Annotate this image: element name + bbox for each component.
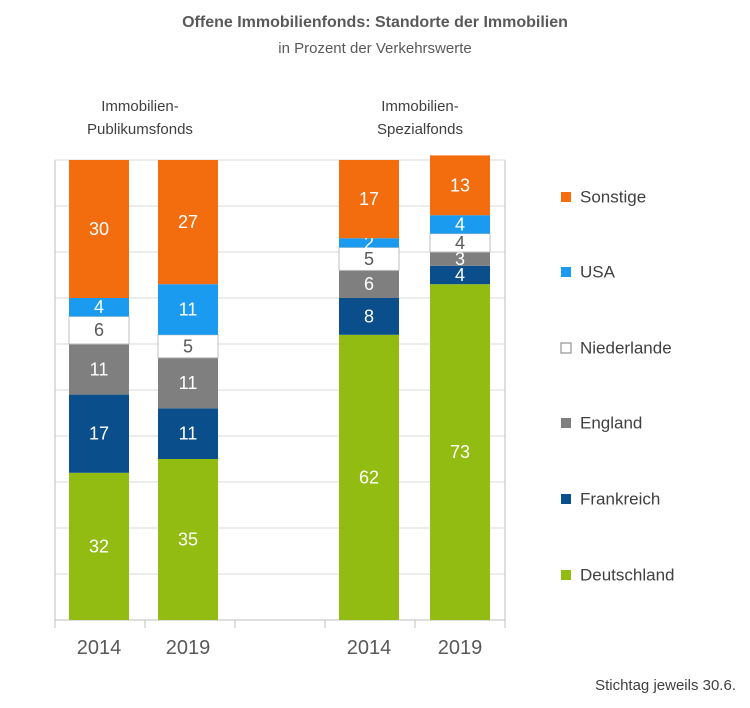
data-label: 35: [178, 530, 198, 550]
bar-segment-sonstige: [69, 160, 129, 298]
bar-segment-deutschland: [430, 284, 490, 620]
bar-segment-usa: [430, 215, 490, 234]
legend-swatch-england: [561, 418, 571, 428]
legend-entry-usa: USA: [580, 263, 616, 282]
bar-segment-sonstige: [430, 155, 490, 216]
chart-title: Offene Immobilienfonds: Standorte der Im…: [182, 14, 568, 31]
data-label: 4: [94, 297, 104, 317]
bar-segment-deutschland: [158, 459, 218, 620]
data-label: 4: [455, 265, 465, 285]
group-label-line: Immobilien-: [381, 98, 459, 115]
legend-entry-frankreich: Frankreich: [580, 490, 660, 509]
data-label: 5: [183, 336, 193, 356]
data-label: 4: [455, 233, 465, 253]
data-label: 11: [179, 300, 198, 320]
bar-segment-frankreich: [158, 408, 218, 459]
group-label-line: Publikumsfonds: [87, 121, 193, 138]
data-label: 17: [89, 424, 109, 444]
x-tick-label: 2014: [77, 637, 122, 659]
group-label-spezialfonds: Immobilien- Spezialfonds: [300, 95, 540, 141]
data-label: 11: [179, 424, 198, 444]
data-label: 30: [89, 219, 109, 239]
data-label: 2: [364, 233, 374, 253]
group-label-publikumsfonds: Immobilien- Publikumsfonds: [20, 95, 260, 141]
legend-swatch-frankreich: [561, 494, 571, 504]
bar-segment-england: [430, 252, 490, 266]
bar-segment-sonstige: [339, 160, 399, 239]
data-label: 11: [179, 373, 198, 393]
bar-segment-deutschland: [69, 472, 129, 620]
footnote: Stichtag jeweils 30.6.: [595, 677, 736, 694]
bar-segment-niederlande: [68, 315, 130, 345]
bar-segment-niederlande: [429, 233, 491, 253]
data-label: 32: [89, 536, 109, 556]
bar-segment-frankreich: [430, 265, 490, 285]
bar-segment-usa: [158, 284, 218, 335]
data-label: 6: [94, 320, 104, 340]
group-label-line: Immobilien-: [101, 98, 179, 115]
data-label: 6: [364, 274, 374, 294]
data-label: 3: [455, 249, 465, 269]
bar-segment-frankreich: [69, 394, 129, 473]
bar-segment-frankreich: [339, 298, 399, 335]
data-label: 4: [455, 214, 465, 234]
data-label: 27: [178, 212, 198, 232]
legend-entry-sonstige: Sonstige: [580, 188, 646, 207]
bar-segment-england: [339, 270, 399, 298]
data-label: 62: [359, 467, 379, 487]
data-label: 8: [364, 306, 374, 326]
legend-swatch-usa: [561, 267, 571, 277]
legend-entry-niederlande: Niederlande: [580, 339, 672, 358]
data-label: 13: [450, 175, 470, 195]
bar-segment-england: [69, 344, 129, 395]
legend-swatch-sonstige: [561, 192, 571, 202]
x-tick-label: 2019: [438, 637, 483, 659]
x-tick-label: 2014: [347, 637, 392, 659]
data-label: 73: [450, 442, 470, 462]
data-label: 5: [364, 249, 374, 269]
data-label: 11: [90, 359, 109, 379]
chart-subtitle: in Prozent der Verkehrswerte: [278, 40, 472, 57]
x-tick-label: 2019: [166, 637, 211, 659]
legend-swatch-deutschland: [561, 570, 571, 580]
data-label: 17: [359, 189, 379, 209]
bar-segment-sonstige: [158, 160, 218, 285]
legend-entry-england: England: [580, 414, 642, 433]
group-label-line: Spezialfonds: [377, 121, 463, 138]
bar-segment-usa: [339, 238, 399, 248]
bar-segment-deutschland: [339, 334, 399, 620]
legend-entry-deutschland: Deutschland: [580, 566, 675, 585]
bar-segment-england: [158, 357, 218, 409]
legend-swatch-niederlande: [560, 342, 572, 354]
bar-segment-usa: [69, 298, 129, 317]
